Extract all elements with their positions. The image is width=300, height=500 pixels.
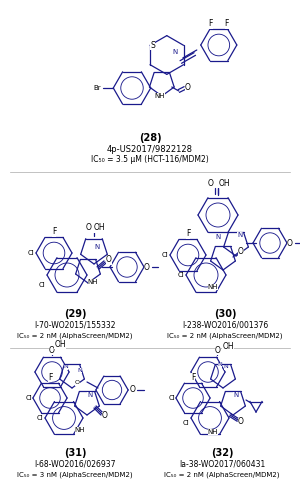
Text: (30): (30) [214, 309, 236, 319]
Text: F: F [52, 228, 56, 236]
Text: Cl: Cl [39, 282, 45, 288]
Text: N: N [94, 244, 100, 250]
Text: IC₅₀ = 2 nM (AlphaScreen/MDM2): IC₅₀ = 2 nM (AlphaScreen/MDM2) [167, 333, 283, 339]
Text: OH: OH [54, 340, 66, 349]
Text: N: N [218, 362, 222, 368]
Text: Cl: Cl [37, 415, 44, 421]
Text: Ia-38-WO2017/060431: Ia-38-WO2017/060431 [179, 460, 265, 468]
Text: IC₅₀ = 3 nM (AlphaScreen/MDM2): IC₅₀ = 3 nM (AlphaScreen/MDM2) [17, 472, 133, 478]
Text: NH: NH [75, 427, 85, 433]
Text: Cl: Cl [26, 395, 32, 401]
Text: I-68-WO2016/026937: I-68-WO2016/026937 [34, 460, 116, 468]
Text: F: F [186, 230, 190, 238]
Text: Cl: Cl [178, 272, 184, 278]
Text: F: F [225, 20, 229, 28]
Text: Cl: Cl [28, 250, 34, 256]
Text: (31): (31) [64, 448, 86, 458]
Text: F: F [48, 374, 52, 382]
Text: NH: NH [88, 279, 98, 285]
Text: IC₅₀ = 2 nM (AlphaScreen/MDM2): IC₅₀ = 2 nM (AlphaScreen/MDM2) [17, 333, 133, 339]
Text: O: O [86, 224, 92, 232]
Text: N: N [237, 232, 243, 238]
Text: O: O [74, 380, 80, 386]
Text: IC₅₀ = 2 nM (AlphaScreen/MDM2): IC₅₀ = 2 nM (AlphaScreen/MDM2) [164, 472, 280, 478]
Text: (29): (29) [64, 309, 86, 319]
Text: O: O [144, 262, 150, 272]
Text: (32): (32) [211, 448, 233, 458]
Text: O: O [102, 412, 108, 420]
Text: NH: NH [208, 284, 218, 290]
Text: O: O [287, 238, 293, 248]
Text: (28): (28) [139, 133, 161, 143]
Text: OH: OH [222, 342, 234, 351]
Text: F: F [208, 20, 213, 28]
Text: S: S [150, 40, 155, 50]
Text: O: O [238, 248, 244, 256]
Text: NH: NH [154, 93, 165, 99]
Text: N: N [172, 49, 177, 55]
Text: Cl: Cl [183, 420, 189, 426]
Text: I-238-WO2016/001376: I-238-WO2016/001376 [182, 320, 268, 330]
Text: NH: NH [208, 429, 218, 435]
Text: N: N [224, 364, 228, 370]
Text: OH: OH [93, 224, 105, 232]
Text: F: F [191, 374, 195, 382]
Text: N: N [87, 392, 93, 398]
Text: 4p-US2017/9822128: 4p-US2017/9822128 [107, 144, 193, 154]
Text: N: N [233, 392, 238, 398]
Text: O: O [208, 178, 214, 188]
Text: Cl: Cl [169, 395, 175, 401]
Text: O: O [129, 386, 135, 394]
Text: O: O [106, 256, 112, 264]
Text: OH: OH [218, 178, 230, 188]
Text: Cl: Cl [162, 252, 168, 258]
Text: Br: Br [94, 85, 101, 91]
Text: I-70-WO2015/155332: I-70-WO2015/155332 [34, 320, 116, 330]
Text: N: N [215, 234, 220, 240]
Text: N: N [78, 368, 82, 372]
Text: O: O [49, 346, 55, 356]
Text: O: O [238, 418, 244, 426]
Text: O: O [215, 346, 221, 356]
Text: IC₅₀ = 3.5 μM (HCT-116/MDM2): IC₅₀ = 3.5 μM (HCT-116/MDM2) [91, 156, 209, 164]
Text: O: O [185, 82, 191, 92]
Text: N: N [64, 364, 68, 370]
